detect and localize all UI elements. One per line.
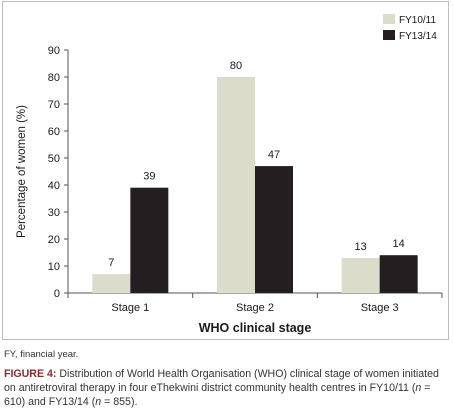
y-tick-label: 70 <box>48 99 60 111</box>
caption-text: = 610) and FY13/14 ( <box>4 382 431 408</box>
legend-swatch <box>383 14 395 24</box>
caption-n-symbol: n <box>415 382 422 394</box>
caption-n-symbol: n <box>95 396 102 408</box>
legend-label: FY10/11 <box>399 15 436 26</box>
caption-label: FIGURE 4: <box>4 368 57 380</box>
bar <box>217 77 255 293</box>
legend: FY10/11 FY13/14 <box>383 14 437 42</box>
bar <box>255 166 293 293</box>
x-axis: Stage 1 Stage 2 Stage 3 <box>67 292 443 314</box>
data-label: 14 <box>393 238 405 250</box>
data-label: 7 <box>108 257 114 269</box>
figure-caption: FIGURE 4: Distribution of World Health O… <box>4 367 449 409</box>
figure-panel: 0 10 20 30 40 50 60 70 80 90 Stage 1 Stage 2 Stage … <box>2 1 449 340</box>
legend-swatch <box>383 30 395 40</box>
bar <box>379 255 418 293</box>
y-tick-label: 20 <box>48 234 60 246</box>
y-tick-label: 80 <box>48 72 60 84</box>
footnote: FY, financial year. <box>4 349 79 360</box>
y-tick-label: 10 <box>48 261 60 273</box>
y-tick-label: 30 <box>48 207 60 219</box>
data-labels: 7 80 13 39 47 14 <box>108 60 405 269</box>
x-axis-title: WHO clinical stage <box>199 321 312 335</box>
data-label: 47 <box>268 149 280 161</box>
y-tick-label: 40 <box>48 180 60 192</box>
data-label: 80 <box>230 60 242 72</box>
data-label: 13 <box>355 241 367 253</box>
x-tick-label: Stage 2 <box>236 302 274 314</box>
bars <box>92 77 418 293</box>
x-tick-label: Stage 3 <box>361 302 399 314</box>
y-tick-label: 60 <box>48 126 60 138</box>
y-tick-label: 0 <box>54 288 60 300</box>
data-label: 39 <box>143 171 155 183</box>
y-axis-title: Percentage of women (%) <box>16 105 28 238</box>
bar <box>341 257 380 293</box>
y-tick-label: 90 <box>48 45 60 57</box>
caption-text: Distribution of World Health Organisatio… <box>4 368 439 394</box>
y-tick-label: 50 <box>48 153 60 165</box>
caption-text: = 855). <box>101 396 138 408</box>
bar <box>92 274 131 293</box>
y-axis: 0 10 20 30 40 50 60 70 80 90 <box>48 45 69 300</box>
legend-label: FY13/14 <box>399 31 437 42</box>
bar <box>130 187 169 293</box>
x-tick-label: Stage 1 <box>111 302 149 314</box>
